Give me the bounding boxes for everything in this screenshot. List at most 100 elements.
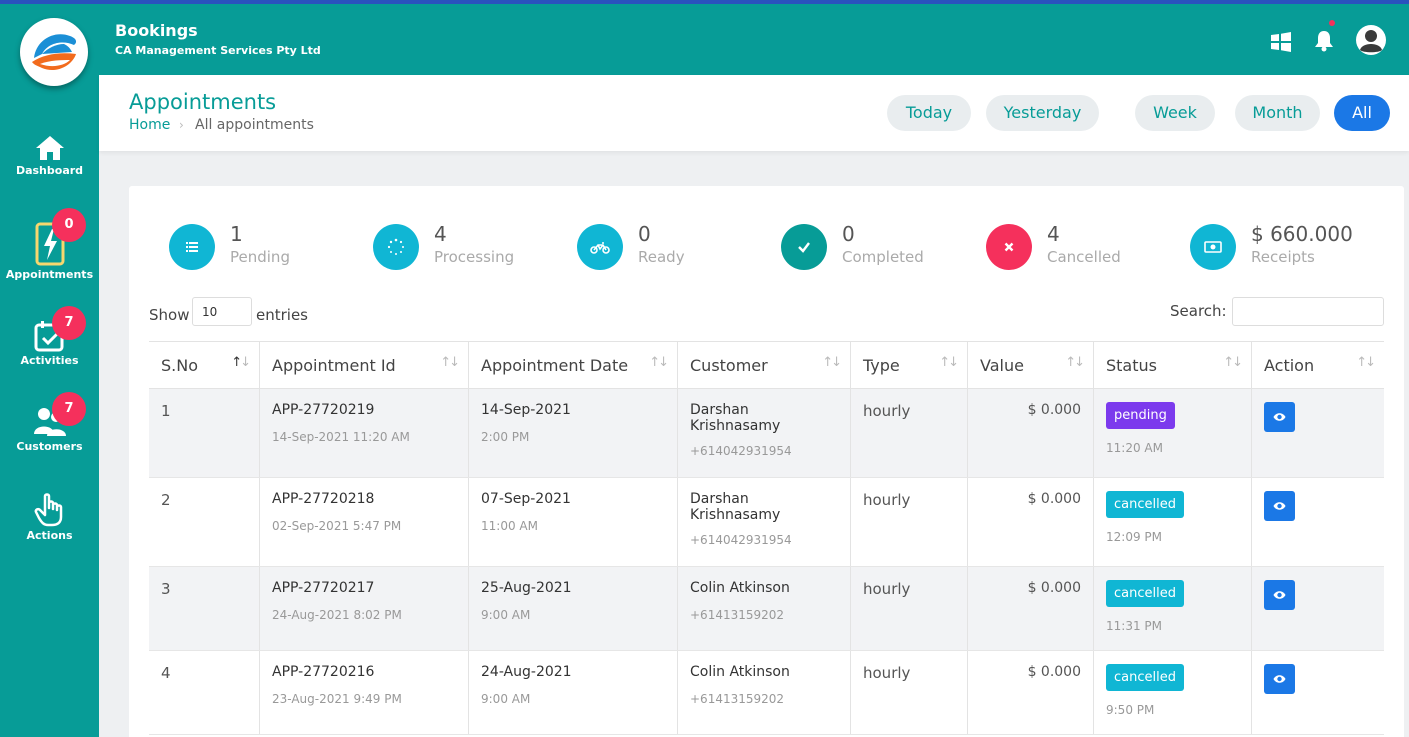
column-header-label: Status: [1106, 356, 1157, 375]
appointment-id: APP-27720216: [272, 664, 375, 680]
view-button[interactable]: [1264, 491, 1295, 521]
entries-label: entries: [256, 306, 308, 324]
appointment-date: 25-Aug-2021: [481, 580, 572, 596]
appointment-type: hourly: [863, 580, 911, 598]
eye-icon: [1273, 413, 1286, 421]
sort-icon: ↑↓: [1065, 355, 1085, 370]
view-button[interactable]: [1264, 580, 1295, 610]
appointments-badge: 0: [52, 208, 86, 242]
activities-badge: 7: [52, 306, 86, 340]
column-header-label: Value: [980, 356, 1024, 375]
table-row[interactable]: 3 APP-27720217 24-Aug-2021 8:02 PM 25-Aug…: [149, 567, 1384, 651]
home-icon: [35, 136, 64, 160]
status-time: 9:50 PM: [1106, 703, 1155, 717]
app-logo[interactable]: [20, 18, 88, 86]
sort-icon: ↑↓: [440, 355, 460, 370]
customer-phone: +614042931954: [690, 533, 792, 547]
customer-phone: +61413159202: [690, 692, 785, 706]
appointment-time: 2:00 PM: [481, 430, 530, 444]
stat-circle: [373, 224, 419, 270]
windows-icon[interactable]: [1271, 32, 1291, 52]
column-header-type[interactable]: Type ↑↓: [851, 341, 968, 389]
view-button[interactable]: [1264, 664, 1295, 694]
column-header-appointment-date[interactable]: Appointment Date ↑↓: [469, 341, 678, 389]
notification-dot: [1329, 20, 1335, 26]
appointment-date: 07-Sep-2021: [481, 491, 571, 507]
column-header-value[interactable]: Value ↑↓: [968, 341, 1094, 389]
top-accent-bar: [0, 0, 1409, 4]
column-header-action[interactable]: Action ↑↓: [1252, 341, 1384, 389]
sidebar: Dashboard Appointments 0 Activities 7 Cu…: [0, 0, 99, 737]
appointment-value: $ 0.000: [1027, 580, 1081, 596]
stat-circle: [1190, 224, 1236, 270]
sort-asc-icon: ↑↓: [231, 355, 251, 370]
stat-label: Ready: [638, 248, 685, 266]
appointment-time: 11:00 AM: [481, 519, 538, 533]
page-title-bar: Appointments Home › All appointments Tod…: [99, 75, 1409, 151]
sidebar-item-appointments[interactable]: Appointments: [0, 222, 99, 281]
money-icon: [1204, 241, 1222, 253]
created-datetime: 23-Aug-2021 9:49 PM: [272, 692, 402, 706]
breadcrumb-current: All appointments: [195, 117, 314, 133]
stat-value: 4: [1047, 222, 1060, 246]
appointment-type: hourly: [863, 664, 911, 682]
entries-select[interactable]: [192, 297, 252, 326]
appointment-value: $ 0.000: [1027, 402, 1081, 418]
bolt-icon: [35, 222, 64, 266]
table-row[interactable]: 1 APP-27720219 14-Sep-2021 11:20 AM 14-Se…: [149, 389, 1384, 478]
eye-icon: [1273, 675, 1286, 683]
column-header-status[interactable]: Status ↑↓: [1094, 341, 1252, 389]
sort-icon: ↑↓: [822, 355, 842, 370]
search-input[interactable]: [1232, 297, 1384, 326]
column-header-customer[interactable]: Customer ↑↓: [678, 341, 851, 389]
stat-label: Processing: [434, 248, 515, 266]
bell-icon[interactable]: [1314, 30, 1334, 52]
created-datetime: 24-Aug-2021 8:02 PM: [272, 608, 402, 622]
stat-circle: [169, 224, 215, 270]
stat-label: Receipts: [1251, 248, 1315, 266]
stat-value: 4: [434, 222, 447, 246]
status-badge: cancelled: [1106, 664, 1184, 691]
appointment-type: hourly: [863, 402, 911, 420]
list-icon: [186, 242, 198, 252]
column-header-sno[interactable]: S.No ↑↓: [149, 341, 260, 389]
customer-name: Darshan Krishnasamy: [690, 402, 781, 434]
filter-yesterday-button[interactable]: Yesterday: [986, 95, 1099, 131]
show-label: Show: [149, 306, 190, 324]
filter-month-button[interactable]: Month: [1235, 95, 1320, 131]
logo-icon: [32, 34, 77, 71]
stat-value: $ 660.000: [1251, 222, 1353, 246]
breadcrumb-home[interactable]: Home: [129, 117, 171, 133]
user-avatar-icon[interactable]: [1356, 25, 1386, 55]
table-row[interactable]: 4 APP-27720216 23-Aug-2021 9:49 PM 24-Aug…: [149, 651, 1384, 735]
filter-today-button[interactable]: Today: [887, 95, 971, 131]
customer-name: Colin Atkinson: [690, 580, 790, 596]
appointments-card: 1 Pending 4 Processing 0 Ready: [129, 186, 1404, 737]
app-title: Bookings: [115, 21, 198, 40]
appointment-date: 14-Sep-2021: [481, 402, 571, 418]
status-time: 11:20 AM: [1106, 441, 1163, 455]
sidebar-item-actions[interactable]: Actions: [0, 493, 99, 542]
view-button[interactable]: [1264, 402, 1295, 432]
appointment-time: 9:00 AM: [481, 608, 531, 622]
sidebar-item-dashboard[interactable]: Dashboard: [0, 134, 99, 177]
customer-name: Darshan Krishnasamy: [690, 491, 781, 523]
appointment-value: $ 0.000: [1027, 491, 1081, 507]
customer-phone: +614042931954: [690, 444, 792, 458]
stat-label: Cancelled: [1047, 248, 1121, 266]
appointment-type: hourly: [863, 491, 911, 509]
motorcycle-icon: [590, 242, 610, 254]
filter-week-button[interactable]: Week: [1135, 95, 1215, 131]
sort-icon: ↑↓: [649, 355, 669, 370]
customer-name: Colin Atkinson: [690, 664, 790, 680]
appointment-date: 24-Aug-2021: [481, 664, 572, 680]
row-sno: 2: [161, 491, 171, 509]
filter-all-button[interactable]: All: [1334, 95, 1390, 131]
top-header: Bookings CA Management Services Pty Ltd: [99, 4, 1409, 75]
table-row[interactable]: 2 APP-27720218 02-Sep-2021 5:47 PM 07-Sep…: [149, 478, 1384, 567]
status-badge: cancelled: [1106, 491, 1184, 518]
row-sno: 3: [161, 580, 171, 598]
status-badge: pending: [1106, 402, 1175, 429]
column-header-appointment-id[interactable]: Appointment Id ↑↓: [260, 341, 469, 389]
status-badge: cancelled: [1106, 580, 1184, 607]
